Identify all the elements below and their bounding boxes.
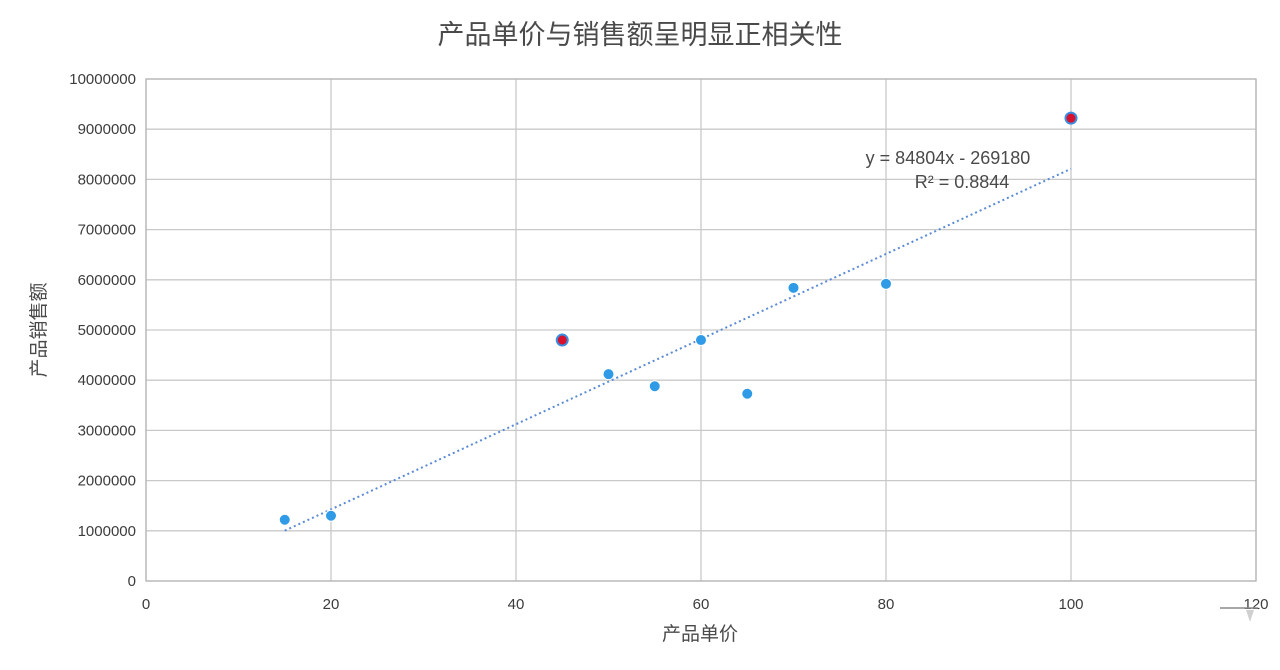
y-tick-label: 7000000 xyxy=(78,222,136,239)
y-tick-label: 1000000 xyxy=(78,523,136,540)
data-point[interactable] xyxy=(880,277,892,290)
x-tick-label: 20 xyxy=(323,596,340,613)
data-point[interactable] xyxy=(787,281,800,294)
resize-handle-icon[interactable] xyxy=(1220,604,1258,624)
data-point[interactable] xyxy=(278,513,291,526)
y-tick-label: 10000000 xyxy=(69,71,136,88)
data-point[interactable] xyxy=(602,368,615,381)
plot-area-border xyxy=(145,78,1257,582)
trendline-equation: y = 84804x - 269180 xyxy=(866,148,1031,168)
trendline-r-squared: R² = 0.8844 xyxy=(915,172,1010,192)
y-tick-label: 4000000 xyxy=(78,372,136,389)
y-tick-label: 9000000 xyxy=(78,121,136,138)
y-axis-title: 产品销售额 xyxy=(28,282,50,377)
x-tick-label: 100 xyxy=(1058,596,1083,613)
y-tick-label: 8000000 xyxy=(78,171,136,188)
data-points xyxy=(278,111,1078,526)
y-tick-label: 3000000 xyxy=(78,422,136,439)
y-tick-label: 6000000 xyxy=(78,272,136,289)
y-tick-label: 2000000 xyxy=(78,473,136,490)
x-tick-label: 60 xyxy=(693,596,710,613)
data-point-highlighted[interactable] xyxy=(1064,111,1078,125)
y-tick-label: 5000000 xyxy=(78,322,136,339)
data-point-highlighted[interactable] xyxy=(555,333,569,347)
y-axis-tick-labels: 0 1000000 2000000 3000000 4000000 5000000 6000… xyxy=(69,71,136,590)
trendline xyxy=(284,167,1072,532)
x-tick-label: 40 xyxy=(508,596,525,613)
y-tick-label: 0 xyxy=(128,573,136,590)
data-point[interactable] xyxy=(325,509,337,522)
x-tick-label: 0 xyxy=(142,596,150,613)
trendline-group xyxy=(284,167,1072,532)
x-axis-tick-labels: 0 20 40 60 80 100 120 xyxy=(142,596,1269,613)
data-point[interactable] xyxy=(741,387,754,400)
data-point[interactable] xyxy=(695,334,707,347)
data-point[interactable] xyxy=(648,380,661,393)
grid-lines xyxy=(145,78,1257,582)
chart-title: 产品单价与销售额呈明显正相关性 xyxy=(438,20,843,51)
x-axis-title: 产品单价 xyxy=(662,623,738,645)
x-tick-label: 80 xyxy=(878,596,895,613)
